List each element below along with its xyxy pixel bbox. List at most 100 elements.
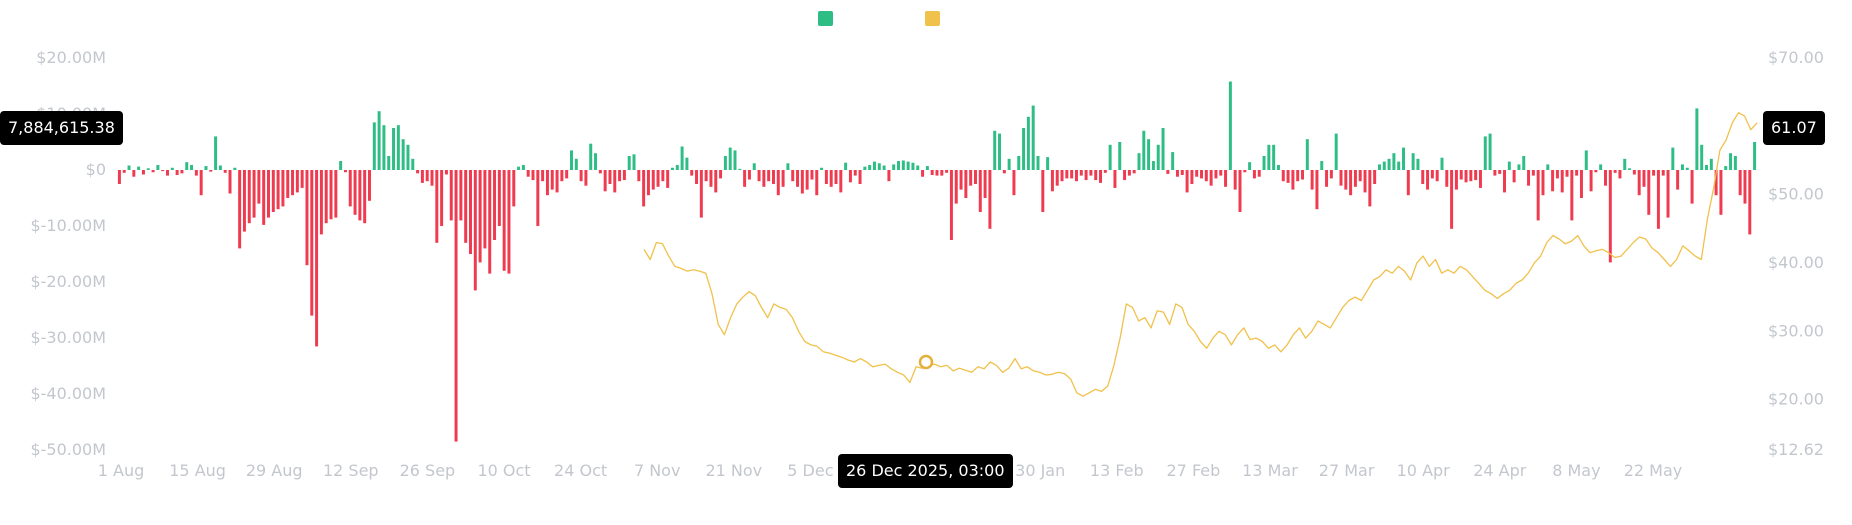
flow-bar[interactable] bbox=[382, 125, 386, 170]
flow-bar[interactable] bbox=[1147, 139, 1151, 170]
flow-bar[interactable] bbox=[1637, 170, 1641, 196]
flow-bar[interactable] bbox=[242, 170, 246, 232]
flow-bar[interactable] bbox=[497, 170, 501, 226]
flow-bar[interactable] bbox=[1334, 133, 1338, 170]
flow-bar[interactable] bbox=[459, 170, 463, 221]
flow-bar[interactable] bbox=[598, 170, 602, 174]
flow-bar[interactable] bbox=[305, 170, 309, 266]
flow-bar[interactable] bbox=[1416, 158, 1420, 170]
flow-bar[interactable] bbox=[281, 170, 285, 207]
flow-bar[interactable] bbox=[343, 170, 347, 173]
flow-bar[interactable] bbox=[872, 161, 876, 170]
flow-bar[interactable] bbox=[820, 167, 824, 170]
flow-bar[interactable] bbox=[916, 165, 920, 170]
flow-bar[interactable] bbox=[348, 170, 352, 207]
flow-bar[interactable] bbox=[502, 170, 506, 271]
flow-bar[interactable] bbox=[565, 170, 569, 179]
flow-bar[interactable] bbox=[473, 170, 477, 291]
flow-bar[interactable] bbox=[844, 162, 848, 170]
flow-bar[interactable] bbox=[1050, 170, 1054, 192]
flow-bar[interactable] bbox=[978, 170, 982, 212]
flow-bar[interactable] bbox=[1498, 170, 1502, 174]
flow-bar[interactable] bbox=[733, 150, 737, 170]
flow-bar[interactable] bbox=[1733, 156, 1737, 170]
flow-bar[interactable] bbox=[988, 170, 992, 229]
flow-bar[interactable] bbox=[1103, 170, 1107, 173]
flow-bar[interactable] bbox=[613, 170, 617, 193]
flow-bar[interactable] bbox=[1026, 116, 1030, 170]
flow-bar[interactable] bbox=[1421, 170, 1425, 184]
flow-bar[interactable] bbox=[401, 139, 405, 170]
flow-bar[interactable] bbox=[512, 170, 516, 207]
flow-bar[interactable] bbox=[392, 128, 396, 170]
flow-bar[interactable] bbox=[685, 157, 689, 170]
flow-bar[interactable] bbox=[1185, 170, 1189, 193]
flow-bar[interactable] bbox=[151, 170, 155, 173]
flow-bar[interactable] bbox=[1628, 168, 1632, 170]
flow-bar[interactable] bbox=[887, 170, 891, 182]
flow-bar[interactable] bbox=[1123, 170, 1127, 181]
flow-bar[interactable] bbox=[1373, 170, 1377, 184]
flow-bar[interactable] bbox=[521, 164, 525, 170]
flow-bar[interactable] bbox=[618, 170, 622, 182]
flow-bar[interactable] bbox=[464, 170, 468, 243]
flow-bar[interactable] bbox=[1325, 170, 1329, 187]
flow-bar[interactable] bbox=[1623, 158, 1627, 170]
flow-bar[interactable] bbox=[1175, 170, 1179, 177]
flow-bar[interactable] bbox=[661, 170, 665, 182]
flow-bar[interactable] bbox=[1055, 170, 1059, 186]
flow-bar[interactable] bbox=[786, 163, 790, 170]
flow-bar[interactable] bbox=[1031, 105, 1035, 170]
flow-bar[interactable] bbox=[1632, 170, 1636, 175]
flow-bar[interactable] bbox=[1387, 158, 1391, 170]
flow-bar[interactable] bbox=[853, 170, 857, 176]
flow-bar[interactable] bbox=[877, 163, 881, 170]
flow-bar[interactable] bbox=[1565, 170, 1569, 177]
flow-bar[interactable] bbox=[969, 170, 973, 186]
flow-bar[interactable] bbox=[416, 170, 420, 174]
flow-bar[interactable] bbox=[1478, 170, 1482, 188]
flow-bar[interactable] bbox=[1488, 133, 1492, 170]
flow-bar[interactable] bbox=[1228, 81, 1232, 170]
flow-bar[interactable] bbox=[1339, 170, 1343, 186]
flow-bar[interactable] bbox=[848, 170, 852, 183]
flow-bar[interactable] bbox=[170, 167, 174, 170]
flow-bar[interactable] bbox=[1531, 170, 1535, 176]
flow-bar[interactable] bbox=[1469, 170, 1473, 182]
flow-bar[interactable] bbox=[1743, 170, 1747, 204]
flow-bar[interactable] bbox=[1377, 164, 1381, 170]
flow-bar[interactable] bbox=[1041, 170, 1045, 212]
flow-bar[interactable] bbox=[1656, 170, 1660, 229]
flow-bar[interactable] bbox=[1012, 170, 1016, 196]
flow-bar[interactable] bbox=[141, 170, 145, 175]
flow-bar[interactable] bbox=[670, 167, 674, 170]
flow-bar[interactable] bbox=[930, 170, 934, 176]
flow-bar[interactable] bbox=[973, 170, 977, 184]
flow-bar[interactable] bbox=[252, 170, 256, 218]
flow-bar[interactable] bbox=[1714, 170, 1718, 196]
flow-bar[interactable] bbox=[262, 170, 266, 225]
flow-bar[interactable] bbox=[1690, 170, 1694, 204]
flow-bar[interactable] bbox=[1608, 170, 1612, 263]
flow-bar[interactable] bbox=[1281, 170, 1285, 182]
flow-bar[interactable] bbox=[204, 166, 208, 170]
flow-bar[interactable] bbox=[594, 153, 598, 170]
flow-bar[interactable] bbox=[368, 170, 371, 201]
flow-bar[interactable] bbox=[329, 170, 333, 220]
flow-bar[interactable] bbox=[1666, 170, 1670, 218]
flow-bar[interactable] bbox=[1700, 144, 1704, 170]
flow-bar[interactable] bbox=[791, 170, 795, 182]
flow-bar[interactable] bbox=[545, 170, 549, 196]
flow-bar[interactable] bbox=[387, 156, 391, 170]
flow-bar[interactable] bbox=[257, 170, 261, 204]
flow-bar[interactable] bbox=[435, 170, 439, 243]
flow-bar[interactable] bbox=[286, 170, 290, 198]
flow-bar[interactable] bbox=[228, 170, 232, 194]
flow-bar[interactable] bbox=[983, 170, 987, 198]
flow-bar[interactable] bbox=[1575, 170, 1579, 176]
flow-bar[interactable] bbox=[738, 168, 742, 170]
flow-bar[interactable] bbox=[1459, 170, 1463, 180]
flow-bar[interactable] bbox=[993, 130, 997, 170]
flow-bar[interactable] bbox=[1238, 170, 1242, 212]
flow-bar[interactable] bbox=[1546, 164, 1550, 170]
